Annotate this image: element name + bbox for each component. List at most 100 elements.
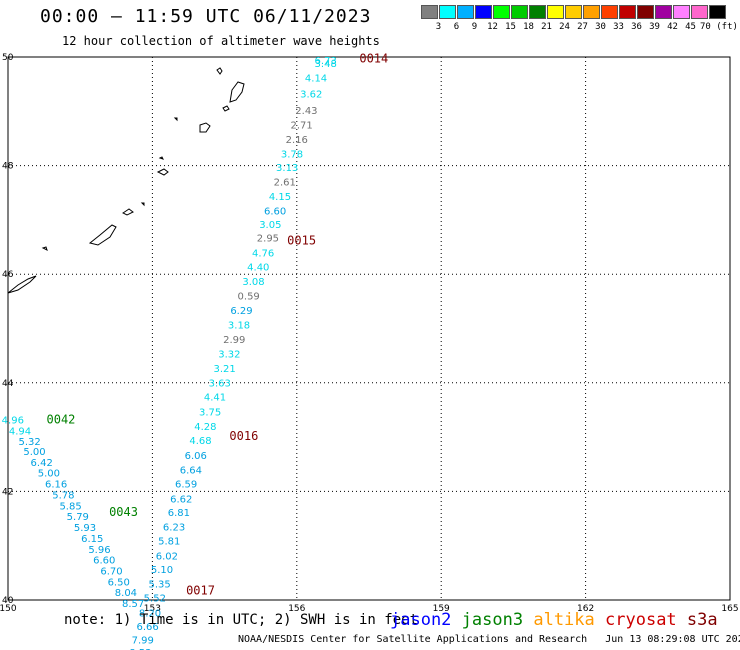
island-paramushir <box>216 67 223 75</box>
sat-s3a: s3a <box>686 610 718 630</box>
wave-height-value: 2.43 <box>295 106 317 117</box>
wave-height-value: 3.13 <box>276 163 298 174</box>
legend-label: 18 <box>523 22 534 32</box>
wave-height-value: 5.93 <box>74 523 96 534</box>
wave-height-value: 5.79 <box>67 512 89 523</box>
legend-swatch <box>493 5 510 19</box>
island-iturup <box>88 224 117 246</box>
legend-label: 3 <box>435 22 442 32</box>
wave-height-value: 3.63 <box>209 379 231 390</box>
wave-height-value: 2.71 <box>290 121 312 132</box>
lon-tick-label: 162 <box>577 604 594 614</box>
lat-tick-label: 44 <box>2 379 14 389</box>
wave-height-value: 3.75 <box>199 407 221 418</box>
pass-id-label: 0042 <box>47 413 76 427</box>
legend-swatch <box>619 5 636 19</box>
wave-height-value: 6.15 <box>81 534 103 545</box>
map-frame <box>7 56 731 601</box>
wave-height-value: 6.70 <box>100 566 122 577</box>
legend-swatch <box>547 5 564 19</box>
lat-tick-label: 46 <box>2 270 14 280</box>
sat-jason3: jason3 <box>461 610 524 630</box>
wave-height-value: 7.99 <box>132 635 154 646</box>
legend-swatch <box>637 5 654 19</box>
island-small-2 <box>199 122 211 133</box>
legend-swatch <box>565 5 582 19</box>
island-small-4 <box>158 156 164 160</box>
wave-height-value: 5.00 <box>23 447 45 458</box>
wave-height-value: 6.16 <box>45 480 67 491</box>
wave-height-value: 6.59 <box>175 480 197 491</box>
sat-jason2: jason2 <box>390 610 452 630</box>
wave-height-value: 6.60 <box>264 206 286 217</box>
legend-swatch <box>709 5 726 19</box>
wave-height-value: 5.52 <box>144 594 166 605</box>
wave-height-value: 6.73 <box>315 56 337 67</box>
wave-height-value: 3.21 <box>213 364 235 375</box>
wave-height-value: 6.62 <box>170 494 192 505</box>
lat-tick-label: 42 <box>2 487 13 497</box>
wave-height-value: 3.05 <box>259 220 281 231</box>
island-small-6 <box>140 202 145 207</box>
lon-tick-label: 165 <box>721 604 738 614</box>
lat-tick-label: 50 <box>2 53 14 63</box>
wave-height-value: 8.04 <box>115 588 137 599</box>
lat-tick-label: 48 <box>2 162 14 172</box>
legend-label: 70 (ft) <box>700 22 738 32</box>
wave-height-value: 5.35 <box>148 580 170 591</box>
wave-height-value: 4.41 <box>204 393 226 404</box>
wave-height-value: 5.96 <box>88 545 110 556</box>
wave-height-value: 4.15 <box>269 192 291 203</box>
pass-id-label: 0043 <box>109 505 138 519</box>
legend-label: 45 <box>685 22 696 32</box>
wave-height-value: 5.00 <box>38 469 60 480</box>
lon-tick-label: 150 <box>0 604 17 614</box>
wave-height-value: 4.14 <box>305 73 327 84</box>
legend-swatch <box>475 5 492 19</box>
wave-height-value: 4.94 <box>9 426 31 437</box>
wave-height-value: 2.61 <box>274 178 296 189</box>
island-small-3 <box>173 117 178 122</box>
island-urup <box>7 275 37 294</box>
wave-height-value: 4.40 <box>247 262 269 273</box>
legend-swatch <box>421 5 438 19</box>
wave-height-value: 4.96 <box>2 416 24 427</box>
chart-subtitle: 12 hour collection of altimeter wave hei… <box>62 34 380 48</box>
wave-height-value: 6.81 <box>168 508 190 519</box>
legend-swatch <box>439 5 456 19</box>
wave-height-value: 0.59 <box>238 292 260 303</box>
legend-label: 24 <box>559 22 570 32</box>
island-small-7 <box>41 246 48 251</box>
lon-tick-label: 159 <box>433 604 450 614</box>
wave-height-value: 4.28 <box>194 422 216 433</box>
legend-swatch <box>655 5 672 19</box>
chart-title: 00:00 — 11:59 UTC 06/11/2023 <box>40 6 372 27</box>
island-onekotan <box>229 81 245 103</box>
wave-height-value: 6.42 <box>31 458 53 469</box>
lat-tick-label: 40 <box>2 596 14 606</box>
pass-id-label: 0014 <box>359 51 388 65</box>
wave-height-value: 5.85 <box>59 501 81 512</box>
wave-height-value: 6.60 <box>93 556 115 567</box>
legend-label: 42 <box>667 22 678 32</box>
coastline <box>7 67 245 294</box>
island-simushir <box>156 168 169 176</box>
lon-tick-label: 153 <box>144 604 161 614</box>
wave-height-value: 3.32 <box>218 349 240 360</box>
wave-height-value: 2.99 <box>223 335 245 346</box>
legend-label: 15 <box>505 22 516 32</box>
sat-altika: altika <box>533 610 595 630</box>
wave-height-value: 6.02 <box>156 551 178 562</box>
credit-line: NOAA/NESDIS Center for Satellite Applica… <box>238 634 740 645</box>
legend-swatch <box>529 5 546 19</box>
legend-label: 21 <box>541 22 552 32</box>
wave-height-value: 6.66 <box>136 622 158 633</box>
wave-height-value: 5.32 <box>19 437 41 448</box>
island-small-5 <box>122 208 134 216</box>
pass-id-label: 0016 <box>229 429 258 443</box>
wave-height-value: 4.68 <box>189 436 211 447</box>
wave-height-value: 6.23 <box>163 522 185 533</box>
legend-label: 36 <box>631 22 642 32</box>
legend-label: 6 <box>453 22 460 32</box>
